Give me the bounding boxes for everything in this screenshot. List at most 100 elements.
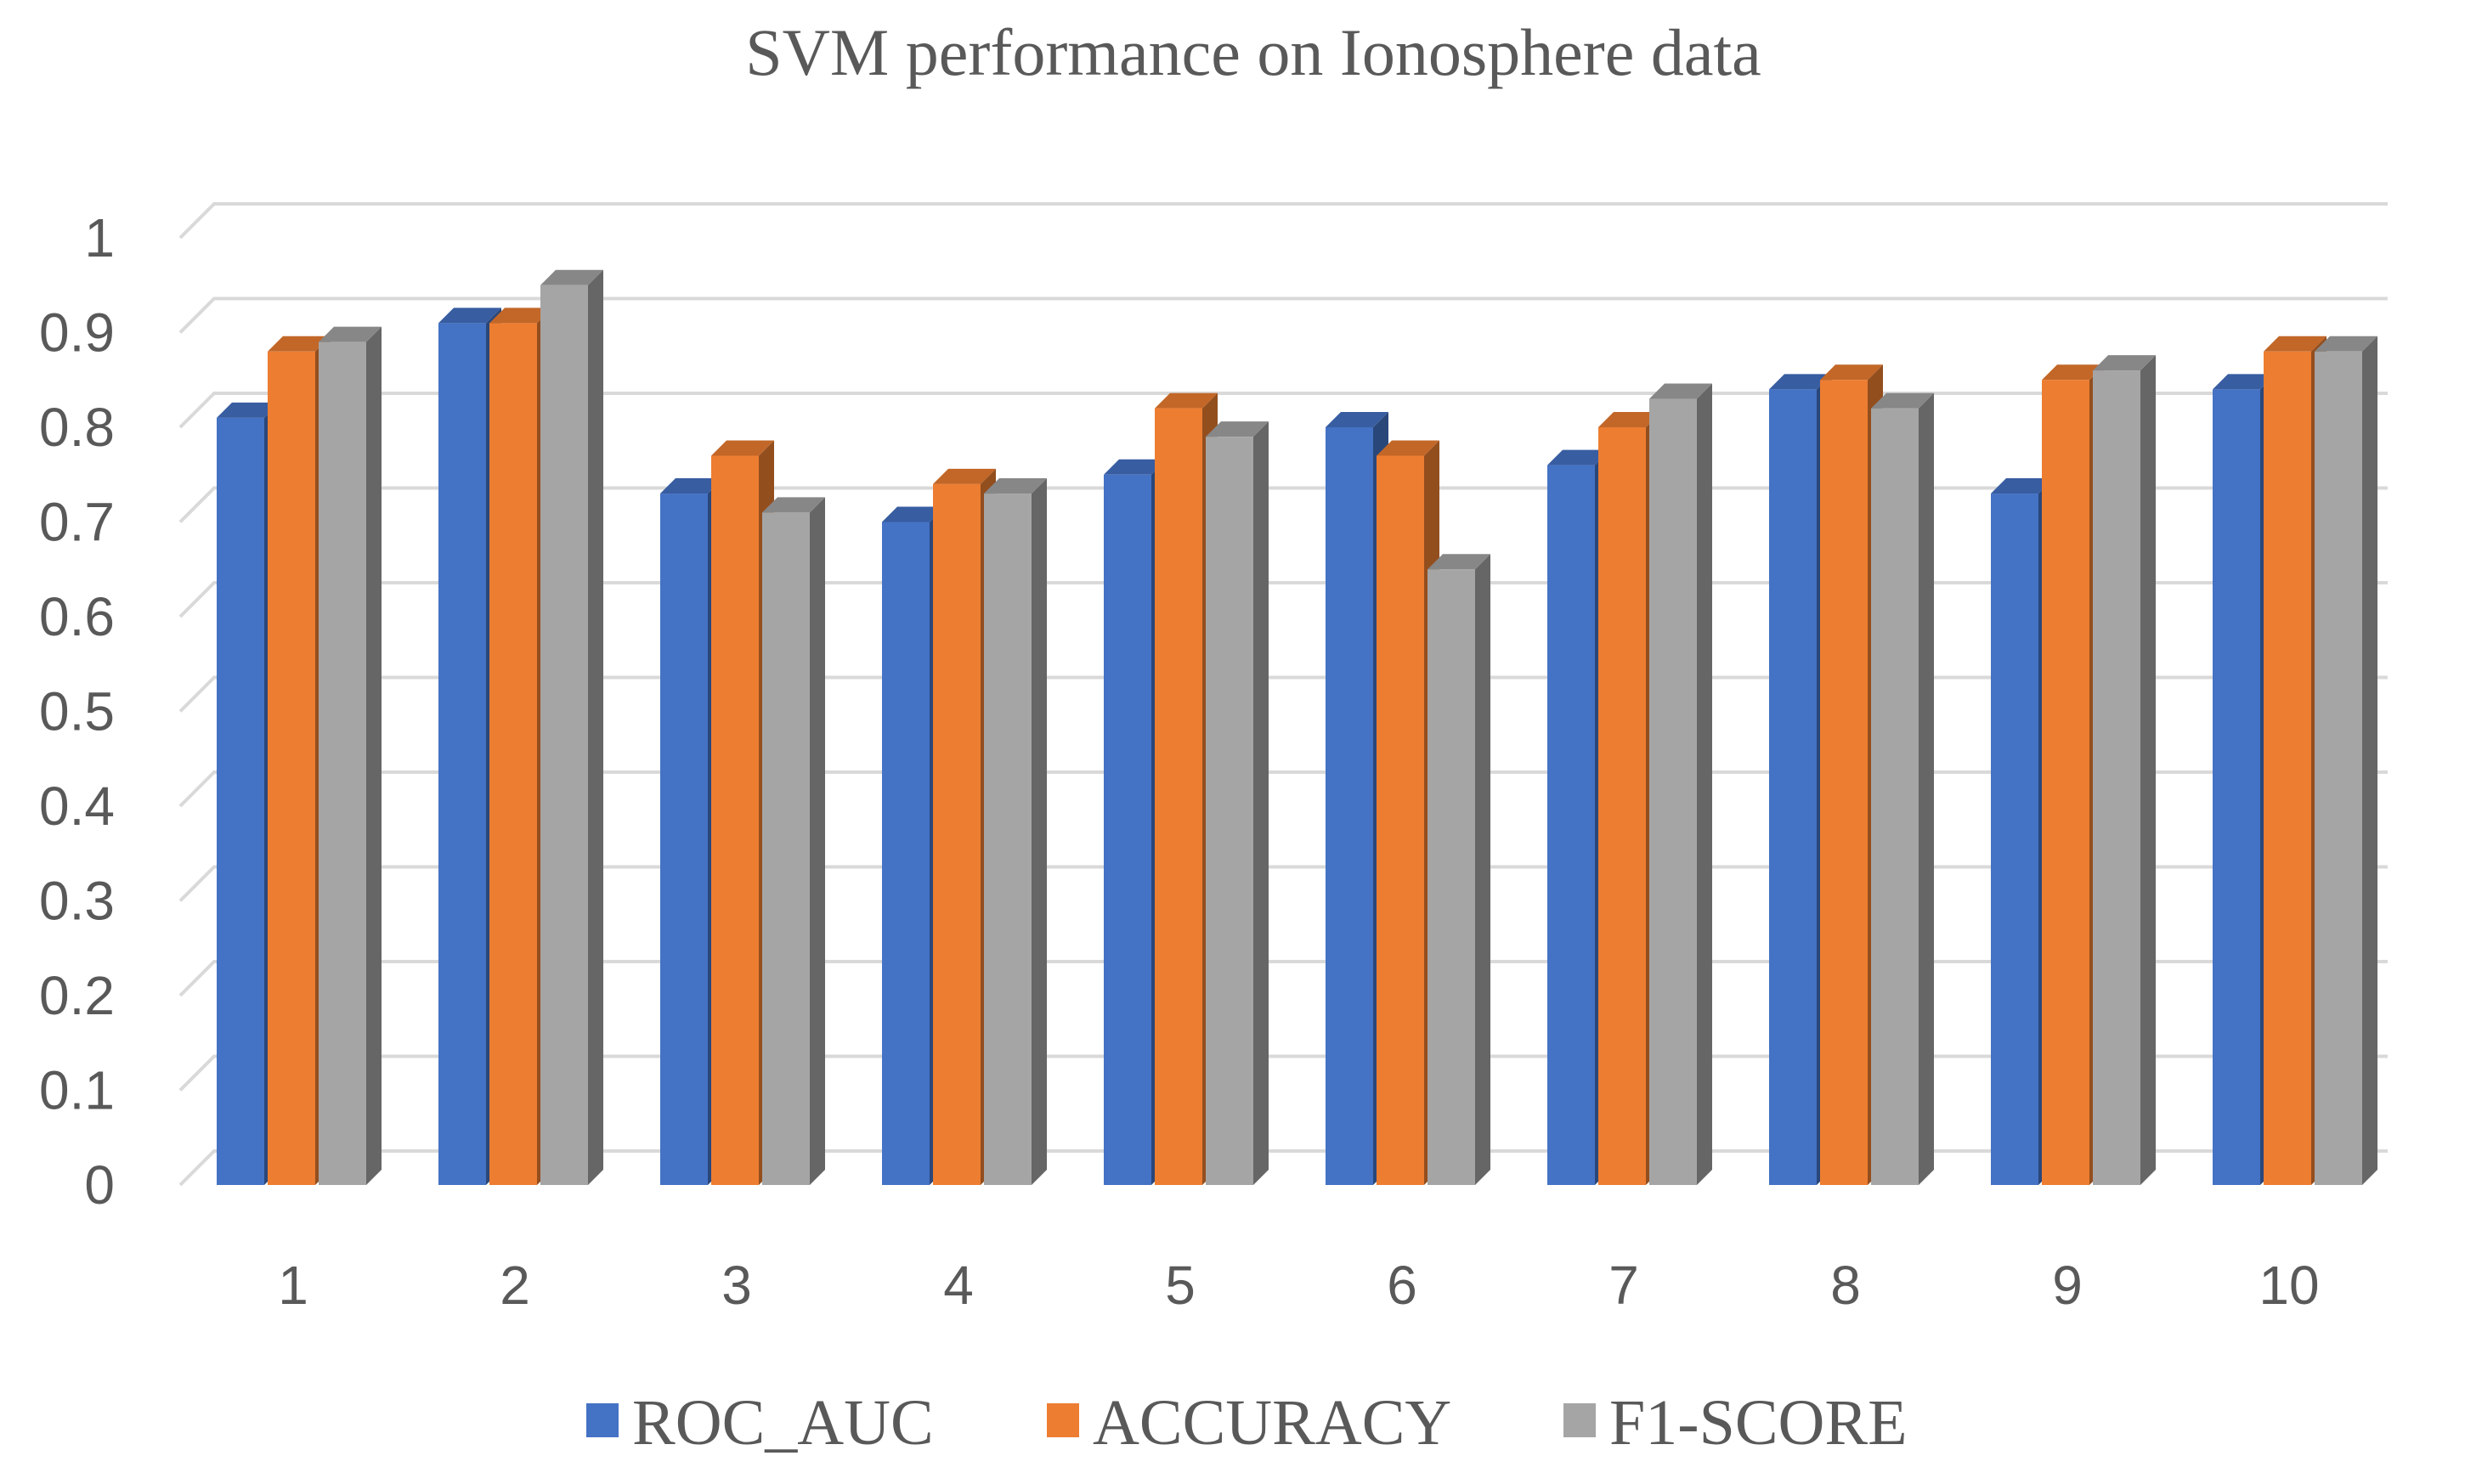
bar-front (489, 323, 537, 1186)
bar-front (882, 522, 930, 1185)
bar-top (1104, 459, 1167, 475)
legend-label: ACCURACY (1093, 1387, 1451, 1459)
bar-front (1820, 380, 1868, 1185)
y-tick-label: 0.1 (39, 1060, 115, 1121)
bar-top (540, 269, 603, 285)
bar-top (2093, 355, 2156, 371)
bar-front (2264, 351, 2311, 1185)
chart-title: SVM performance on Ionosphere data (745, 15, 1761, 89)
bar-f1-score-5 (1206, 421, 1269, 1185)
y-tick-label: 0.7 (39, 492, 115, 553)
y-tick-label: 0.6 (39, 586, 115, 647)
bar-front (1377, 455, 1424, 1185)
bar-front (438, 323, 486, 1186)
bar-f1-score-9 (2093, 355, 2156, 1186)
bar-top (438, 308, 501, 324)
bar-front (660, 494, 708, 1185)
bar-f1-score-6 (1428, 554, 1490, 1185)
x-tick-label: 4 (943, 1255, 974, 1316)
x-tick-label: 8 (1830, 1255, 1861, 1316)
y-tick-label: 0.8 (39, 397, 115, 458)
x-tick-label: 2 (500, 1255, 530, 1316)
bar-side (810, 497, 825, 1185)
bar-f1-score-1 (319, 326, 382, 1185)
legend-swatch (1563, 1403, 1596, 1437)
bar-front (1598, 427, 1646, 1185)
bar-top (489, 308, 552, 324)
legend-swatch (1047, 1403, 1079, 1437)
bar-top (319, 326, 382, 342)
legend-label: F1-SCORE (1609, 1387, 1908, 1459)
bars (217, 269, 2377, 1186)
legend-item-roc-auc: ROC_AUC (586, 1387, 934, 1459)
bar-front (2315, 351, 2362, 1185)
gridlines (178, 202, 2388, 1187)
bar-f1-score-2 (540, 269, 603, 1185)
y-tick-label: 0.4 (39, 776, 115, 837)
bar-front (1104, 474, 1151, 1185)
x-tick-label: 10 (2259, 1255, 2319, 1316)
bar-side (1475, 554, 1490, 1185)
bar-front (217, 417, 264, 1186)
legend-item-accuracy: ACCURACY (1047, 1387, 1451, 1459)
bar-top (2213, 374, 2276, 390)
bar-f1-score-4 (984, 478, 1047, 1185)
bar-top (1820, 364, 1883, 381)
gridline (178, 296, 2388, 334)
bar-front (1428, 569, 1475, 1185)
bar-top (984, 478, 1047, 494)
bar-front (1547, 465, 1595, 1185)
x-tick-label: 1 (278, 1255, 308, 1316)
bar-top (1991, 478, 2054, 494)
bar-front (1155, 408, 1202, 1185)
bar-top (2042, 364, 2105, 381)
bar-top (933, 468, 996, 484)
bar-top (1206, 421, 1269, 437)
bar-top (762, 497, 825, 513)
bar-top (1326, 412, 1388, 427)
x-tick-label: 6 (1387, 1255, 1417, 1316)
bar-top (1155, 392, 1218, 409)
bar-top (268, 336, 331, 352)
y-tick-label: 0.5 (39, 681, 115, 742)
bar-top (1547, 449, 1610, 466)
bar-side (2140, 355, 2156, 1186)
bar-side (2362, 336, 2377, 1185)
bar-front (2213, 389, 2260, 1185)
bar-top (2264, 336, 2326, 352)
bar-front (933, 483, 981, 1185)
bar-top (1871, 392, 1934, 409)
bar-front (1326, 427, 1373, 1185)
bar-side (1253, 421, 1269, 1185)
y-tick-label: 0.2 (39, 965, 115, 1026)
y-axis-ticks: 0 0.1 0.2 0.3 0.4 0.5 0.6 0.7 0.8 0.9 1 (39, 207, 115, 1216)
bar-f1-score-7 (1649, 383, 1712, 1185)
bar-top (1377, 440, 1439, 456)
y-tick-label: 0.3 (39, 871, 115, 932)
bar-top (217, 402, 280, 418)
bar-top (1649, 383, 1712, 399)
legend: ROC_AUC ACCURACY F1-SCORE (586, 1387, 1908, 1459)
bar-front (762, 512, 810, 1185)
bar-front (1991, 494, 2038, 1185)
bar-top (2315, 336, 2377, 352)
bar-top (1428, 554, 1490, 570)
bar-front (711, 455, 759, 1185)
y-tick-label: 0.9 (39, 302, 115, 364)
x-tick-label: 5 (1165, 1255, 1196, 1316)
bar-top (711, 440, 774, 456)
bar-f1-score-3 (762, 497, 825, 1185)
bar-side (1032, 478, 1047, 1185)
x-tick-label: 3 (721, 1255, 752, 1316)
legend-label: ROC_AUC (632, 1387, 934, 1459)
x-tick-label: 9 (2052, 1255, 2083, 1316)
gridline (178, 202, 2388, 240)
legend-swatch (586, 1403, 619, 1437)
bar-f1-score-8 (1871, 392, 1934, 1185)
x-axis-ticks: 1 2 3 4 5 6 7 8 9 10 (278, 1255, 2319, 1316)
bar-accuracy-5 (1155, 392, 1218, 1185)
x-tick-label: 7 (1608, 1255, 1639, 1316)
bar-side (1919, 392, 1934, 1185)
bar-front (268, 351, 315, 1185)
